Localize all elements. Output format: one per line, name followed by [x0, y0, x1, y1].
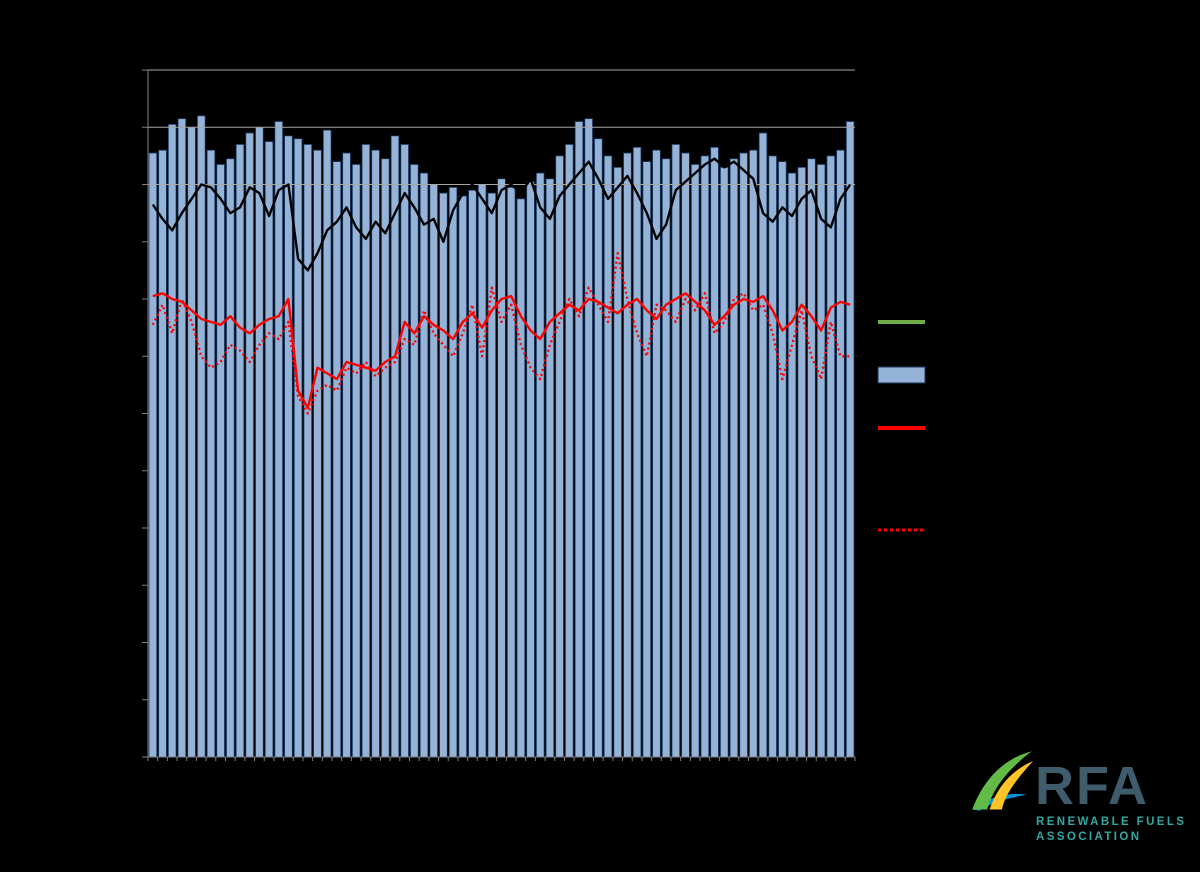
legend	[877, 320, 926, 532]
rfa-logo-graphic: RFA RENEWABLE FUELS ASSOCIATION	[972, 751, 1186, 843]
logo-text: RFA	[1035, 756, 1149, 816]
bar-series	[148, 115, 855, 758]
swoosh-yellow-shape	[989, 761, 1033, 810]
gridlines	[148, 69, 855, 185]
logo-swoosh	[972, 751, 1033, 811]
axes	[142, 69, 856, 761]
rfa-logo: RFA RENEWABLE FUELS ASSOCIATION	[945, 748, 1190, 858]
swoosh-green-shape	[972, 751, 1032, 810]
logo-tagline-line1: RENEWABLE FUELS	[1036, 816, 1186, 828]
red-dotted-line	[151, 251, 851, 415]
red-solid-line	[152, 292, 851, 409]
blue-bar-key	[877, 366, 926, 384]
black-line	[151, 157, 852, 272]
logo-tagline-line2: ASSOCIATION	[1036, 831, 1141, 843]
